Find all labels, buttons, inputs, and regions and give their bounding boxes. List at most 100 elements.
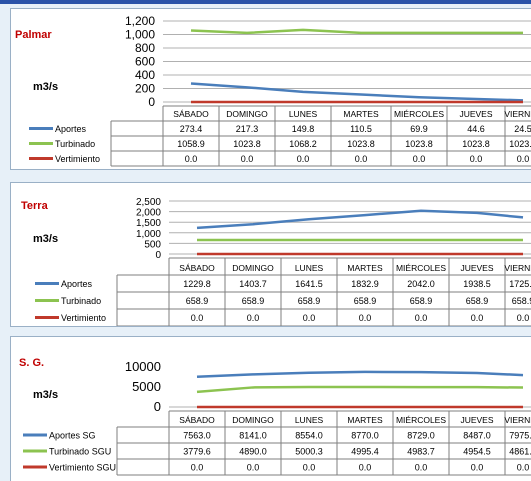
series-line [190,82,524,102]
data-label: 658.9 [354,296,377,306]
data-label: 217.3 [236,124,259,134]
data-label: 1832.9 [351,279,379,289]
data-label: 3779.6 [183,447,211,457]
y-tick-label: 200 [135,82,155,96]
category-label: DOMINGO [232,263,274,273]
data-label: 44.6 [467,124,485,134]
category-label: JUEVES [460,415,493,425]
data-label: 0.0 [297,154,310,164]
data-label: 1058.9 [177,139,205,149]
data-label: 0.0 [303,313,316,323]
y-tick-label: 800 [135,41,155,55]
category-label: VIERNES [504,263,531,273]
data-label: 0.0 [517,154,530,164]
category-label: DOMINGO [232,415,274,425]
data-label: 658.9 [298,296,321,306]
data-label: 1023.8 [233,139,261,149]
data-label: 658.9 [410,296,433,306]
data-label: 1725.7 [509,279,531,289]
data-label: 8770.0 [351,431,379,441]
data-label: 0.0 [471,313,484,323]
data-label: 0.0 [241,154,254,164]
series-line [190,28,523,35]
data-label: 658.9 [466,296,489,306]
y-tick-label: 10000 [125,359,161,374]
y-tick-label: 1,500 [136,218,161,229]
data-label: 0.0 [247,313,260,323]
category-label: JUEVES [459,109,492,119]
category-label: MARTES [347,263,383,273]
legend-label: Turbinado SGU [49,447,111,457]
y-tick-label: 400 [135,68,155,82]
data-label: 4890.0 [239,447,267,457]
data-label: 1023.8 [405,139,433,149]
data-label: 658.9 [186,296,209,306]
data-label: 8487.0 [463,431,491,441]
y-tick-label: 0 [148,95,155,109]
chart-title: Terra [21,200,48,212]
data-label: 1938.5 [463,279,491,289]
data-label: 1641.5 [295,279,323,289]
data-label: 1023.8 [462,139,490,149]
category-label: LUNES [295,263,324,273]
data-label: 24.5 [514,124,531,134]
data-label: 0.0 [359,313,372,323]
series-line [196,385,524,394]
chart-title: Palmar [15,29,52,41]
data-label: 658.9 [512,296,531,306]
data-label: 8141.0 [239,431,267,441]
category-label: MARTES [347,415,383,425]
data-label: 8729.0 [407,431,435,441]
legend-label: Turbinado [61,296,101,306]
data-label: 0.0 [470,154,483,164]
data-label: 4861.1 [509,447,531,457]
y-axis-label: m3/s [33,389,59,401]
category-label: VIERNES [504,415,531,425]
data-label: 7563.0 [183,431,211,441]
category-label: MIÉRCOLES [394,109,444,119]
y-tick-label: 1,000 [136,229,161,240]
category-label: DOMINGO [226,109,268,119]
data-label: 2042.0 [407,279,435,289]
data-label: 1023.8 [347,139,375,149]
data-label: 273.4 [180,124,203,134]
chart-canvas: 0 5000 10000 SÁBADO DOMINGO LUNES MARTES MIÉRCO… [23,359,531,476]
legend-label: Aportes SG [49,431,96,441]
legend-label: Vertimiento [55,154,100,164]
data-label: 8554.0 [295,431,323,441]
y-tick-label: 1,000 [125,28,155,42]
data-label: 1403.7 [239,279,267,289]
legend-label: Aportes [61,279,93,289]
series-line [196,370,524,378]
chart-panel-palmar: Palmar m3/s 0 200 400 600 800 1,000 1,200 SÁBAD… [10,8,531,170]
data-label: 0.0 [413,154,426,164]
data-label: 0.0 [415,463,428,473]
category-label: MIÉRCOLES [396,263,446,273]
data-label: 1023.8 [509,139,531,149]
y-axis-label: m3/s [33,233,59,245]
data-label: 1068.2 [289,139,317,149]
category-label: SÁBADO [173,109,209,119]
y-tick-label: 600 [135,55,155,69]
data-label: 658.9 [242,296,265,306]
data-label: 0.0 [355,154,368,164]
data-label: 0.0 [191,463,204,473]
category-label: VIERNES [504,109,531,119]
data-label: 7975.0 [509,431,531,441]
y-tick-label: 0 [155,250,161,261]
legend-label: Turbinado [55,139,95,149]
legend-label: Vertimiento [61,313,106,323]
data-label: 149.8 [292,124,315,134]
category-label: MIÉRCOLES [396,415,446,425]
chart-title: S. G. [19,357,45,369]
data-label: 0.0 [517,463,530,473]
data-label: 5000.3 [295,447,323,457]
series-line [196,209,524,230]
y-tick-label: 2,500 [136,197,161,208]
category-label: LUNES [289,109,318,119]
legend-label: Vertimiento SGU [49,463,116,473]
category-label: SÁBADO [179,415,215,425]
legend-label: Aportes [55,124,87,134]
chart-panel-sg: S. G. m3/s 0 5000 10000 SÁBADO DOMINGO LUNES M… [10,336,531,481]
